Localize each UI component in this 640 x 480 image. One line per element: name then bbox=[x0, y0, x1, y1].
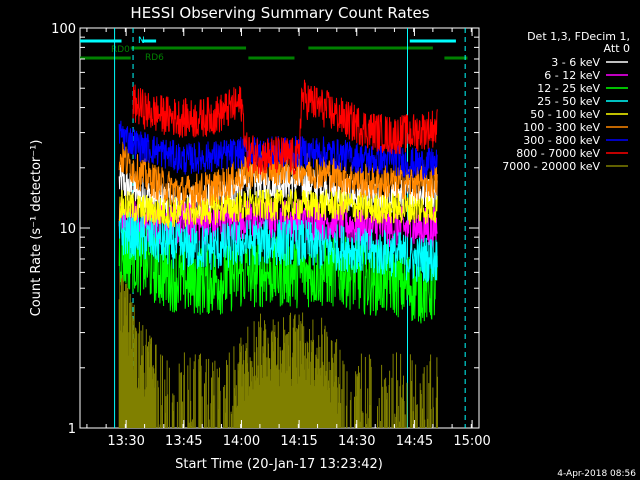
legend-entry-label: 6 - 12 keV bbox=[544, 69, 600, 82]
flag-label-rd6: RD6 bbox=[145, 53, 164, 63]
series-line-2 bbox=[118, 225, 438, 324]
series-6 bbox=[118, 120, 438, 180]
series-layer bbox=[118, 79, 438, 428]
x-tick-label: 13:30 bbox=[107, 434, 144, 449]
series-5 bbox=[118, 141, 438, 211]
y-tick-label: 100 bbox=[51, 22, 76, 37]
series-line-3 bbox=[118, 210, 438, 283]
legend-entry-label: 800 - 7000 keV bbox=[516, 147, 600, 160]
legend-entry-label: 100 - 300 keV bbox=[523, 121, 600, 134]
legend-entry-label: 7000 - 20000 keV bbox=[502, 160, 600, 173]
legend-entry-label: 12 - 25 keV bbox=[537, 82, 600, 95]
x-tick-label: 13:45 bbox=[165, 434, 202, 449]
flag-label-rd0: RD0 bbox=[111, 45, 130, 55]
x-tick-label: 14:15 bbox=[280, 434, 317, 449]
x-tick-label: 15:00 bbox=[453, 434, 490, 449]
series-4 bbox=[118, 188, 438, 229]
series-3 bbox=[118, 210, 438, 283]
x-axis-label: Start Time (20-Jan-17 13:23:42) bbox=[175, 457, 383, 472]
legend-entry-label: 3 - 6 keV bbox=[551, 56, 600, 69]
legend-header: Att 0 bbox=[604, 42, 630, 55]
x-tick-label: 14:45 bbox=[396, 434, 433, 449]
chart-title: HESSI Observing Summary Count Rates bbox=[130, 4, 429, 22]
legend-entry-label: 25 - 50 keV bbox=[537, 95, 600, 108]
footer-timestamp: 4-Apr-2018 08:56 bbox=[557, 469, 636, 479]
series-7 bbox=[132, 79, 438, 176]
series-8 bbox=[118, 272, 438, 428]
y-axis-label: Count Rate (s⁻¹ detector⁻¹) bbox=[29, 140, 44, 317]
flag-label-n: N bbox=[138, 36, 145, 46]
legend-header: Det 1,3, FDecim 1, bbox=[527, 30, 630, 43]
x-tick-label: 14:30 bbox=[338, 434, 375, 449]
series-2 bbox=[118, 225, 438, 324]
series-line-4 bbox=[118, 188, 438, 229]
series-line-6 bbox=[118, 120, 438, 180]
axis-ticks: 13:30 13:45 14:00 14:15 14:30 14:45 15:00 1 10 10… bbox=[51, 22, 491, 449]
y-tick-label: 1 bbox=[68, 422, 76, 437]
series-line-7 bbox=[132, 79, 438, 176]
x-tick-label: 14:00 bbox=[223, 434, 260, 449]
y-tick-label: 10 bbox=[59, 222, 76, 237]
legend-entry-label: 50 - 100 keV bbox=[530, 108, 600, 121]
series-line-5 bbox=[118, 141, 438, 211]
legend-entry-label: 300 - 800 keV bbox=[523, 134, 600, 147]
